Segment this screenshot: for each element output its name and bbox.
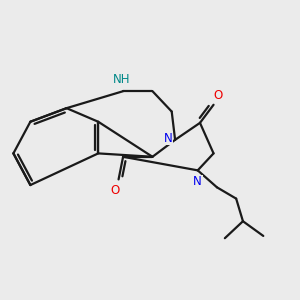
Text: O: O: [214, 88, 223, 102]
Text: NH: NH: [113, 74, 130, 86]
Text: N: N: [193, 175, 202, 188]
Text: O: O: [111, 184, 120, 197]
Text: N: N: [164, 132, 172, 145]
